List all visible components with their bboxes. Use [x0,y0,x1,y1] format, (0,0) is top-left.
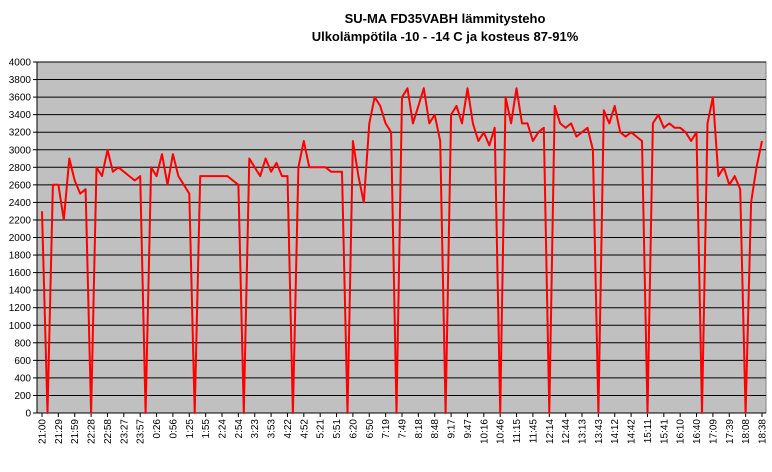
x-tick-label: 4:52 [299,419,310,439]
x-tick-label: 11:45 [528,419,539,444]
x-tick-label: 21:59 [70,419,81,444]
x-tick-label: 9:47 [463,419,474,439]
x-tick-label: 18:08 [741,419,752,444]
y-tick-label: 3000 [9,145,32,156]
y-tick-label: 4000 [9,58,32,69]
y-tick-label: 200 [14,391,31,402]
x-tick-label: 18:38 [758,419,769,444]
y-tick-label: 0 [25,409,31,420]
y-tick-label: 1400 [9,286,32,297]
x-tick-label: 3:23 [250,419,261,439]
x-tick-label: 9:17 [447,419,458,439]
x-tick-label: 10:16 [479,419,490,444]
x-tick-label: 17:39 [725,419,736,444]
y-tick-label: 1000 [9,321,32,332]
chart-title: SU-MA FD35VABH lämmitysteho [345,11,546,26]
chart-subtitle: Ulkolämpötila -10 - -14 C ja kosteus 87-… [312,29,579,44]
x-tick-label: 8:48 [430,419,441,439]
y-tick-label: 1800 [9,251,32,262]
x-tick-label: 22:28 [87,419,98,444]
y-tick-label: 2000 [9,233,32,244]
x-tick-label: 7:49 [398,419,409,439]
x-tick-label: 15:11 [643,419,654,444]
x-tick-label: 5:51 [332,419,343,439]
y-tick-label: 800 [14,338,31,349]
x-tick-label: 13:13 [578,419,589,444]
y-tick-label: 400 [14,373,31,384]
x-tick-label: 7:19 [381,419,392,439]
y-tick-label: 1200 [9,303,32,314]
x-tick-label: 13:43 [594,419,605,444]
x-tick-label: 23:27 [119,419,130,444]
x-tick-label: 2:24 [218,419,229,439]
y-tick-label: 3600 [9,93,32,104]
x-tick-label: 3:53 [267,419,278,439]
x-tick-label: 12:14 [545,419,556,444]
x-tick-label: 12:44 [561,419,572,444]
y-tick-label: 2400 [9,198,32,209]
x-tick-label: 15:41 [659,419,670,444]
x-tick-label: 21:29 [54,419,65,444]
x-tick-label: 16:40 [692,419,703,444]
y-tick-label: 2800 [9,163,32,174]
x-tick-label: 0:26 [152,419,163,439]
x-tick-label: 23:57 [136,419,147,444]
x-tick-label: 10:46 [496,419,507,444]
x-tick-label: 21:00 [38,419,49,444]
x-tick-label: 16:10 [676,419,687,444]
x-tick-label: 8:18 [414,419,425,439]
data-line [41,87,763,414]
x-tick-label: 6:20 [348,419,359,439]
x-tick-label: 5:21 [316,419,327,439]
x-tick-label: 4:22 [283,419,294,439]
y-tick-label: 1600 [9,268,32,279]
x-tick-label: 14:12 [610,419,621,444]
x-tick-label: 17:09 [708,419,719,444]
y-tick-label: 3400 [9,110,32,121]
y-tick-label: 600 [14,356,31,367]
y-tick-label: 2200 [9,215,32,226]
x-tick-label: 0:56 [168,419,179,439]
x-tick-label: 14:42 [627,419,638,444]
y-tick-label: 3800 [9,75,32,86]
x-tick-label: 22:58 [103,419,114,444]
x-tick-label: 1:55 [201,419,212,439]
y-tick-label: 2600 [9,180,32,191]
x-tick-label: 6:50 [365,419,376,439]
x-tick-label: 11:15 [512,419,523,444]
y-tick-label: 3200 [9,128,32,139]
x-tick-label: 1:25 [185,419,196,439]
x-tick-label: 2:54 [234,419,245,439]
